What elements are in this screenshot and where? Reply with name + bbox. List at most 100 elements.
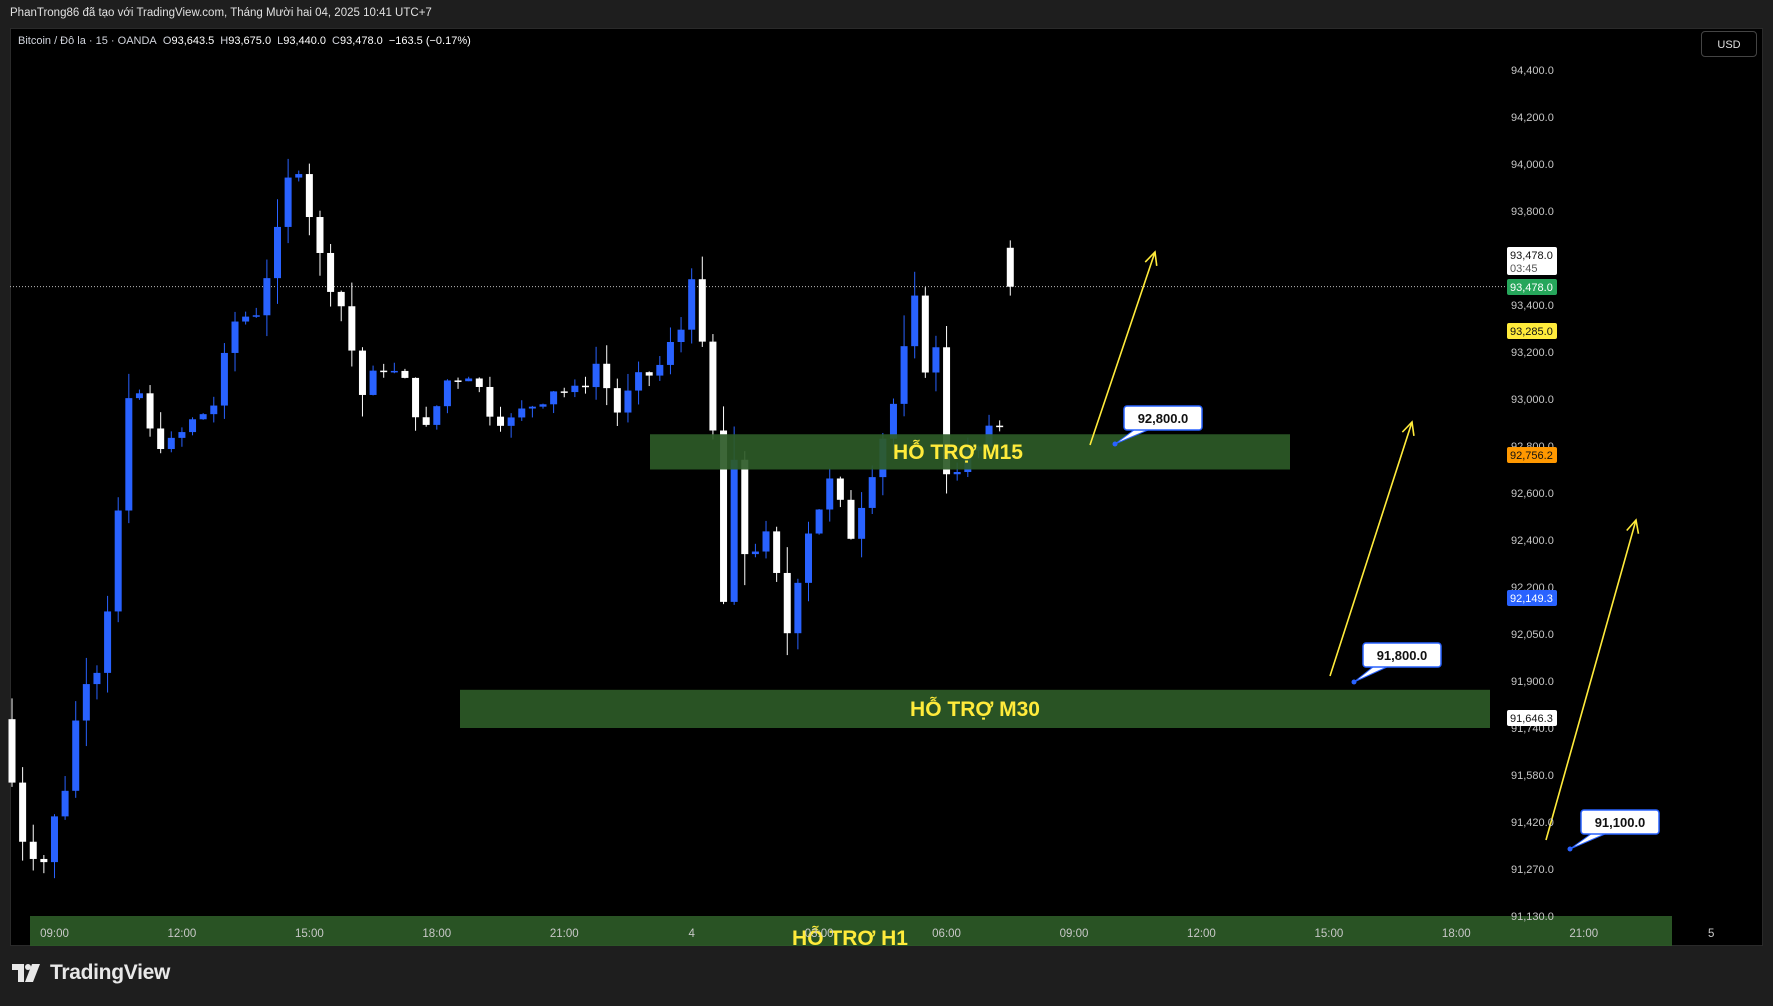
candle-body [284, 177, 292, 227]
candle-body [528, 406, 536, 409]
currency-button[interactable]: USD [1701, 31, 1757, 57]
price-badge-yellow [1507, 323, 1557, 339]
x-tick-label: 12:00 [168, 928, 197, 940]
candle-body [507, 417, 515, 426]
callout-label: 91,100.0 [1595, 815, 1646, 830]
candle-body [592, 363, 600, 388]
candle-body [709, 341, 717, 431]
y-tick-label: 92,050.0 [1511, 629, 1554, 641]
candle-body [613, 388, 621, 413]
price-badge-label: 92,149.3 [1510, 593, 1553, 605]
candle-body [486, 386, 494, 417]
candle-body [762, 531, 770, 552]
change-value: −163.5 (−0.17%) [388, 35, 471, 47]
candle-body [783, 572, 791, 634]
candle-body [666, 341, 674, 365]
callout-anchor-dot [1567, 846, 1573, 852]
y-tick-label: 93,000.0 [1511, 394, 1554, 406]
candle-body [82, 684, 90, 721]
candle-body [50, 816, 58, 863]
candle-body [539, 404, 547, 407]
candle-body [401, 370, 409, 378]
candle-body [475, 378, 483, 387]
top-header: PhanTrong86 đã tạo với TradingView.com, … [0, 0, 1773, 28]
candle-body [900, 346, 908, 404]
tradingview-logo-text: TradingView [50, 961, 171, 984]
price-badge-label: 91,646.3 [1510, 713, 1553, 725]
candle-body [199, 414, 207, 420]
candle-body [773, 531, 781, 573]
candle-body [805, 533, 812, 583]
y-tick-label: 91,900.0 [1511, 676, 1554, 688]
candle-body [8, 719, 16, 783]
candle-body [412, 377, 420, 418]
price-callout[interactable] [1362, 642, 1442, 668]
callout-pointer [1569, 833, 1606, 850]
support-zone-label: HỖ TRỢ H1 [792, 926, 908, 946]
trend-arrow-head [1144, 250, 1158, 266]
candle-body [751, 551, 759, 555]
y-tick-label: 93,800.0 [1511, 206, 1554, 218]
candle-body [114, 510, 122, 612]
x-tick-label: 21:00 [1569, 928, 1598, 940]
candle-body [210, 405, 218, 415]
candle-body [741, 459, 749, 555]
x-tick-label: 06:00 [932, 928, 961, 940]
price-chart[interactable]: HỖ TRỢ M15 HỖ TRỢ M30 HỖ TRỢ H1 92,800.0 91… [0, 0, 1773, 946]
trend-arrow-line[interactable] [1545, 519, 1637, 841]
price-badge-label: 93,285.0 [1510, 326, 1553, 338]
candle-body [316, 217, 324, 253]
candle-body [698, 279, 706, 342]
candle-body [560, 391, 568, 393]
y-tick-label: 91,270.0 [1511, 864, 1554, 876]
symbol-name: Bitcoin / Đô la · 15 · OANDA [18, 35, 157, 47]
y-tick-label: 94,200.0 [1511, 112, 1554, 124]
price-callout[interactable] [1580, 809, 1660, 835]
candle-body [337, 291, 345, 307]
trend-arrow-line[interactable] [1329, 421, 1413, 677]
candle-body [263, 278, 271, 316]
candle-body [943, 347, 951, 475]
tradingview-logo-icon [12, 964, 40, 982]
candle-body [189, 419, 197, 433]
candle-body [677, 329, 685, 342]
trend-arrow-head [1401, 420, 1415, 436]
price-badge-white [1507, 710, 1557, 726]
trend-arrow-line[interactable] [1089, 251, 1156, 446]
close-value: 93,478.0 [339, 35, 383, 47]
candle-body [518, 408, 526, 418]
candle-body [730, 459, 738, 602]
high-value: 93,675.0 [228, 35, 272, 47]
callout-label: 92,800.0 [1138, 411, 1189, 426]
candle-body [305, 174, 313, 218]
tradingview-logo[interactable]: TradingView [12, 961, 170, 985]
candle-body [847, 499, 855, 539]
x-tick-label: 15:00 [1314, 928, 1343, 940]
open-key: O [162, 35, 172, 47]
candle-body [826, 478, 834, 510]
candle-body [836, 478, 844, 500]
x-tick-label: 18:00 [422, 928, 451, 940]
support-zone[interactable] [650, 434, 1290, 470]
y-tick-label: 92,600.0 [1511, 488, 1554, 500]
support-zone[interactable] [460, 689, 1490, 728]
price-badge-label: 93,478.0 [1510, 282, 1553, 294]
chart-area[interactable] [10, 28, 1763, 946]
y-tick-label: 91,420.0 [1511, 817, 1554, 829]
support-zone[interactable] [30, 916, 1672, 946]
y-tick-label: 92,400.0 [1511, 535, 1554, 547]
candle-body [635, 372, 643, 391]
candle-body [72, 720, 80, 791]
candle-body [93, 672, 101, 685]
candle-body [231, 321, 239, 353]
candle-body [603, 363, 611, 389]
y-tick-label: 94,400.0 [1511, 65, 1554, 77]
price-callout[interactable] [1123, 405, 1203, 431]
x-tick-label: 03:00 [805, 928, 834, 940]
candle-body [125, 398, 133, 511]
price-badge-label: 92,756.2 [1510, 450, 1553, 462]
x-tick-label: 09:00 [40, 928, 69, 940]
candle-body [242, 316, 250, 322]
candle-body [135, 393, 143, 399]
symbol-legend: Bitcoin / Đô la · 15 · OANDA O93,643.5 H9… [18, 35, 477, 47]
